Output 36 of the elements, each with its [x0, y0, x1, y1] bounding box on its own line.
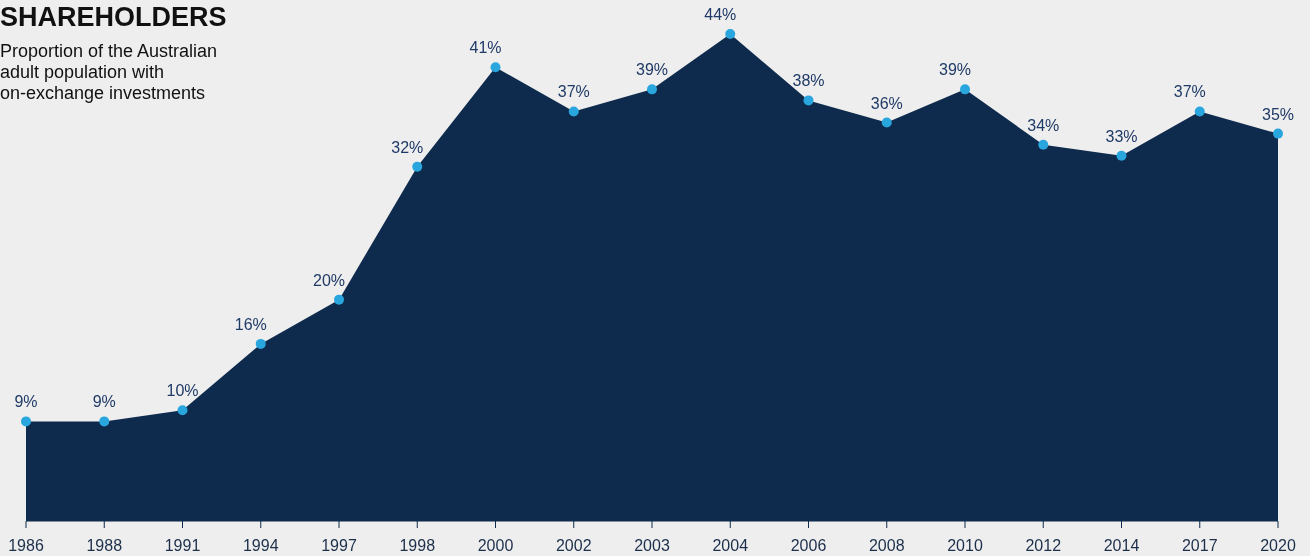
data-label: 20% [312, 271, 346, 289]
x-tick-label: 2002 [555, 537, 592, 554]
x-tick-label: 2014 [1103, 537, 1140, 554]
x-tick-label: 2017 [1181, 537, 1218, 554]
data-label: 33% [1105, 127, 1138, 145]
x-tick-label: 1988 [86, 537, 123, 554]
data-label: 39% [635, 61, 669, 79]
x-tick-label: 2006 [790, 537, 827, 554]
chart-title: SHAREHOLDERS [0, 2, 227, 32]
data-label: 41% [469, 39, 502, 57]
x-tick-label: 2020 [1260, 537, 1296, 554]
data-label: 36% [870, 94, 903, 112]
data-label: 39% [938, 61, 972, 79]
text: Proportion of the Australian adult population with on-exchange investments [0, 41, 218, 103]
data-label: 16% [234, 315, 267, 333]
data-label: 32% [391, 138, 424, 156]
x-tick-label: 1994 [242, 537, 279, 554]
x-tick-label: 2010 [947, 537, 983, 554]
x-tick-label: 1998 [399, 537, 436, 554]
x-tick-label: 1991 [164, 537, 201, 554]
x-tick-label: 1986 [8, 537, 44, 554]
x-tick-label: 2004 [712, 537, 749, 554]
data-label: 35% [1261, 105, 1295, 123]
data-label: 9% [92, 393, 116, 411]
data-label: 44% [704, 6, 737, 23]
data-label: 10% [166, 382, 199, 400]
x-tick-label: 2000 [477, 537, 514, 554]
x-tick-label: 1997 [321, 537, 357, 554]
data-label: 38% [792, 72, 825, 90]
data-label: 37% [557, 83, 590, 101]
x-tick-label: 2008 [868, 537, 905, 554]
data-label: 37% [1173, 83, 1206, 101]
x-tick-label: 2003 [634, 537, 670, 554]
data-label: 9% [14, 393, 38, 411]
x-tick-label: 2012 [1025, 537, 1062, 554]
data-label: 34% [1027, 116, 1060, 134]
